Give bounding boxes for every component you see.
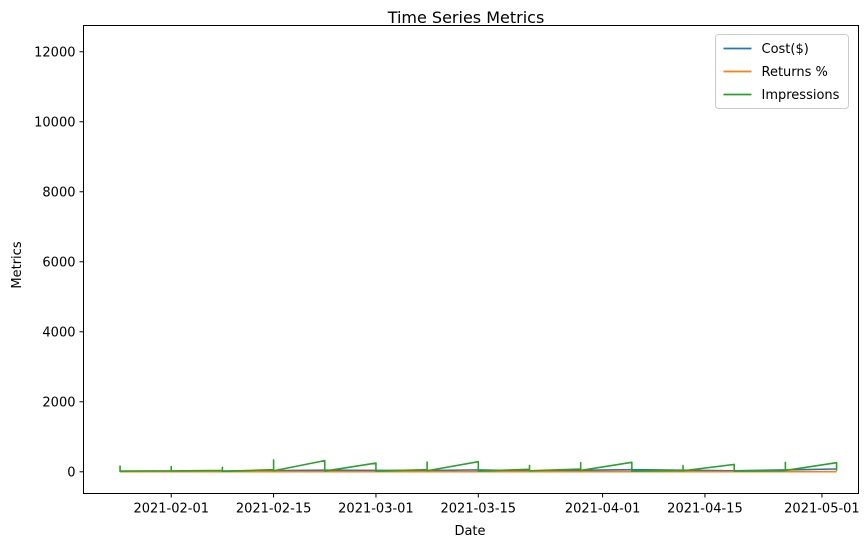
x-tick-label: 2021-02-15 — [236, 502, 312, 517]
x-axis: 2021-02-01 2021-02-15 2021-03-01 2021-03-15… — [133, 494, 859, 517]
y-tick-label: 4000 — [42, 325, 75, 340]
x-tick-label: 2021-04-15 — [667, 502, 743, 517]
x-tick-label: 2021-03-01 — [338, 502, 414, 517]
x-tick-label: 2021-05-01 — [784, 502, 860, 517]
chart-title: Time Series Metrics — [387, 8, 545, 27]
x-tick-label: 2021-03-15 — [441, 502, 517, 517]
y-tick-label: 12000 — [34, 45, 75, 60]
y-tick-label: 8000 — [42, 185, 75, 200]
y-tick-label: 10000 — [34, 115, 75, 130]
legend-entry: Returns % — [762, 65, 828, 80]
y-axis: 0 2000 4000 6000 8000 10000 12000 — [34, 45, 83, 480]
plot-area — [120, 460, 837, 472]
y-axis-label: Metrics — [10, 241, 25, 288]
x-tick-label: 2021-02-01 — [133, 502, 209, 517]
legend: Cost($) Returns % Impressions — [716, 35, 849, 109]
x-axis-label: Date — [454, 524, 485, 539]
legend-entry: Impressions — [762, 88, 840, 103]
y-tick-label: 6000 — [42, 255, 75, 270]
x-tick-label: 2021-04-01 — [565, 502, 641, 517]
legend-entry: Cost($) — [762, 42, 809, 57]
series-line-impressions — [120, 460, 837, 472]
y-tick-label: 0 — [67, 465, 75, 480]
y-tick-label: 2000 — [42, 395, 75, 410]
